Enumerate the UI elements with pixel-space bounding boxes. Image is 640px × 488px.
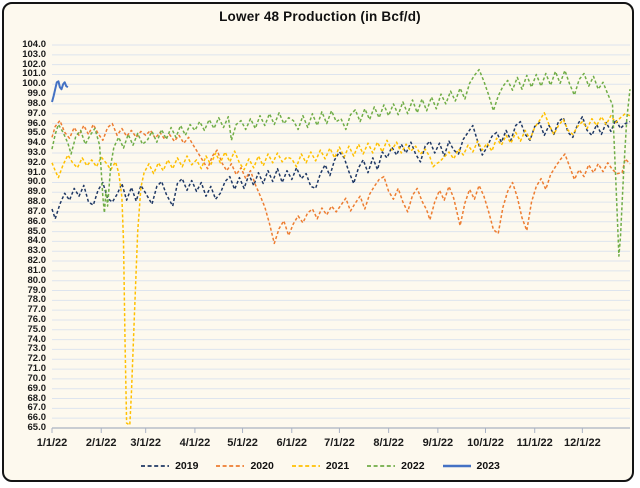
legend-line-sample xyxy=(216,465,245,467)
y-tick-label: 102.0 xyxy=(22,58,46,70)
legend-item-2022[interactable]: 2022 xyxy=(366,460,425,472)
y-tick-label: 67.0 xyxy=(27,402,47,414)
y-tick-label: 90.0 xyxy=(27,176,47,188)
legend-line-sample xyxy=(442,464,471,468)
x-tick-label: 5/1/22 xyxy=(227,437,258,449)
y-tick-label: 71.0 xyxy=(27,363,47,375)
x-tick-label: 9/1/22 xyxy=(422,437,454,449)
x-tick-label: 1/1/22 xyxy=(36,437,68,449)
y-tick-label: 95.0 xyxy=(27,127,47,139)
y-tick-label: 97.0 xyxy=(27,107,47,119)
y-tick-label: 66.0 xyxy=(27,412,47,424)
series-line-2020 xyxy=(51,119,631,245)
legend-label: 2021 xyxy=(325,460,350,472)
y-tick-label: 70.0 xyxy=(27,372,47,384)
y-tick-label: 76.0 xyxy=(27,313,47,325)
legend-label: 2022 xyxy=(401,460,425,472)
y-tick-label: 69.0 xyxy=(27,382,47,394)
series-line-2023 xyxy=(51,80,69,103)
y-tick-label: 74.0 xyxy=(27,333,47,345)
legend-item-2019[interactable]: 2019 xyxy=(140,460,198,472)
y-tick-label: 72.0 xyxy=(27,353,47,365)
y-tick-label: 99.0 xyxy=(27,88,47,100)
chart-frame xyxy=(2,2,634,482)
y-tick-label: 100.0 xyxy=(22,78,46,90)
y-tick-label: 103.0 xyxy=(22,48,46,60)
x-tick-label: 11/1/22 xyxy=(516,437,553,449)
legend-line-sample xyxy=(367,465,396,467)
legend-item-2021[interactable]: 2021 xyxy=(291,460,349,472)
legend-item-2020[interactable]: 2020 xyxy=(215,460,274,472)
y-tick-label: 96.0 xyxy=(27,117,47,129)
y-tick-label: 77.0 xyxy=(27,304,47,316)
legend-label: 2023 xyxy=(476,460,500,472)
legend-item-2023[interactable]: 2023 xyxy=(442,460,500,472)
y-tick-label: 91.0 xyxy=(27,166,47,178)
y-tick-label: 81.0 xyxy=(27,264,47,276)
x-tick-label: 8/1/22 xyxy=(373,437,404,449)
chart-title: Lower 48 Production (in Bcf/d) xyxy=(219,9,421,24)
series-line-2019 xyxy=(51,115,631,220)
y-tick-label: 73.0 xyxy=(27,343,47,355)
y-tick-label: 78.0 xyxy=(27,294,47,306)
y-tick-label: 83.0 xyxy=(27,245,47,257)
x-tick-label: 7/1/22 xyxy=(324,437,355,449)
y-tick-label: 94.0 xyxy=(27,137,47,149)
y-tick-label: 84.0 xyxy=(27,235,47,247)
y-tick-label: 79.0 xyxy=(27,284,47,296)
y-tick-label: 89.0 xyxy=(27,186,47,198)
legend-label: 2019 xyxy=(175,460,199,472)
x-tick-label: 6/1/22 xyxy=(276,437,308,449)
x-tick-label: 3/1/22 xyxy=(130,437,161,449)
y-tick-label: 65.0 xyxy=(27,422,47,433)
y-tick-label: 93.0 xyxy=(27,147,47,159)
y-tick-label: 87.0 xyxy=(27,205,47,217)
legend-label: 2020 xyxy=(250,460,274,472)
y-tick-label: 75.0 xyxy=(27,323,47,335)
y-tick-label: 98.0 xyxy=(27,97,47,109)
y-tick-label: 82.0 xyxy=(27,255,47,267)
y-tick-label: 80.0 xyxy=(27,274,47,286)
y-tick-label: 68.0 xyxy=(27,392,47,404)
y-tick-label: 88.0 xyxy=(27,196,47,208)
y-tick-label: 104.0 xyxy=(22,39,46,50)
x-tick-label: 10/1/22 xyxy=(467,437,504,449)
y-tick-label: 101.0 xyxy=(22,68,46,80)
y-tick-label: 92.0 xyxy=(27,156,47,168)
x-tick-label: 12/1/22 xyxy=(564,437,601,449)
x-tick-label: 2/1/22 xyxy=(85,437,117,449)
legend-line-sample xyxy=(141,465,170,467)
legend-line-sample xyxy=(291,465,320,467)
x-tick-label: 4/1/22 xyxy=(179,437,211,449)
y-tick-label: 86.0 xyxy=(27,215,47,227)
series-line-2021 xyxy=(51,112,631,426)
legend: 2019 2020 2021 2022 2023 xyxy=(0,457,640,475)
y-tick-label: 85.0 xyxy=(27,225,47,237)
